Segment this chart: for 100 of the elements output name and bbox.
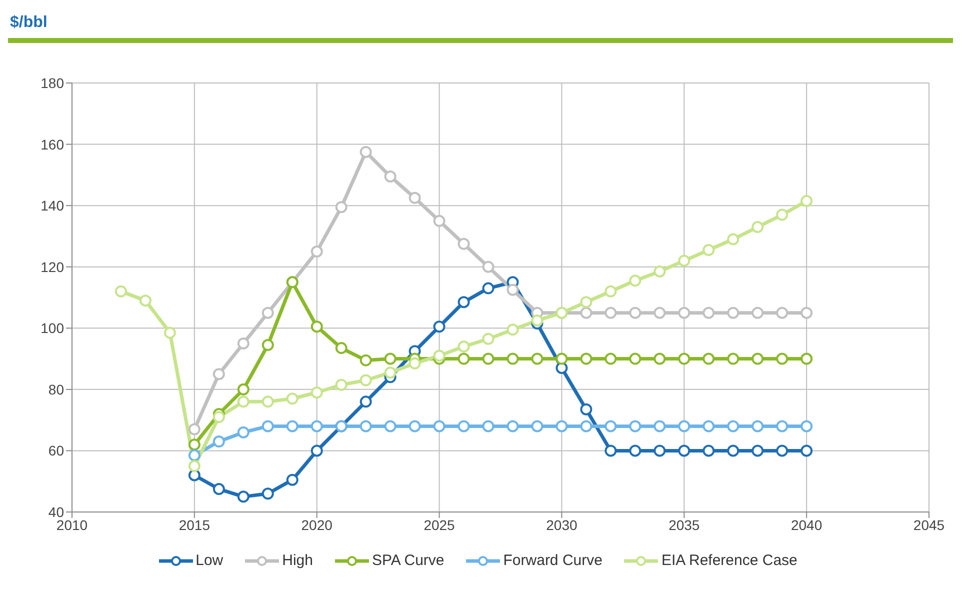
point (482, 352, 494, 365)
point (482, 260, 494, 273)
x-tick-label: 2020 (301, 516, 333, 533)
point (702, 420, 715, 432)
point (776, 306, 788, 319)
point (212, 436, 225, 448)
point (752, 420, 764, 432)
chart-title: $/bbl (9, 13, 48, 33)
point (800, 194, 813, 207)
point (335, 378, 348, 391)
point (237, 490, 250, 503)
point (286, 392, 298, 405)
point (360, 420, 372, 432)
legend-label: Low (196, 552, 224, 569)
point (604, 420, 617, 432)
point (678, 306, 690, 319)
point (458, 296, 470, 308)
point (384, 352, 396, 365)
point (678, 420, 690, 432)
point (800, 352, 813, 365)
point (408, 420, 421, 432)
point (433, 320, 446, 333)
x-tick-label: 2040 (790, 516, 822, 533)
point (752, 352, 764, 365)
point (237, 383, 250, 396)
point (556, 352, 568, 365)
point (604, 352, 617, 365)
point (752, 444, 764, 457)
x-tick-label: 2045 (913, 516, 945, 533)
point (580, 306, 592, 319)
point (458, 238, 470, 250)
point (727, 233, 740, 246)
point (678, 352, 690, 365)
point (776, 420, 788, 432)
point (654, 420, 666, 432)
point (702, 352, 715, 365)
point (727, 444, 740, 457)
point (629, 274, 642, 287)
point (433, 214, 446, 227)
point (433, 350, 446, 362)
point (335, 201, 348, 214)
point (310, 246, 323, 258)
point (360, 146, 372, 158)
legend-label: EIA Reference Case (661, 552, 798, 569)
y-tick-label: 160 (40, 136, 64, 152)
point (654, 444, 666, 457)
point (654, 352, 666, 365)
point (678, 254, 690, 267)
point (262, 306, 274, 319)
point (188, 449, 200, 462)
point (506, 420, 519, 432)
point (237, 337, 250, 350)
point (556, 420, 568, 432)
point (506, 324, 519, 336)
point (286, 420, 298, 432)
point (310, 444, 323, 457)
point (335, 342, 348, 354)
point (212, 483, 225, 496)
point (237, 426, 250, 438)
point (262, 396, 274, 408)
x-tick-label: 2035 (668, 516, 700, 533)
y-tick-label: 80 (48, 381, 64, 398)
point (384, 366, 396, 379)
legend-label: High (282, 552, 313, 569)
point (262, 338, 274, 351)
y-tick-label: 100 (40, 320, 64, 336)
point (702, 306, 715, 319)
point (531, 314, 544, 326)
point (580, 420, 592, 432)
point (702, 244, 715, 256)
point (629, 352, 642, 365)
point (727, 352, 740, 365)
point (604, 444, 617, 457)
point (800, 306, 813, 319)
y-tick-label: 120 (40, 258, 64, 275)
point (310, 420, 323, 432)
point (212, 411, 225, 424)
point (212, 368, 225, 380)
y-tick-label: 60 (48, 442, 64, 459)
point (604, 306, 617, 319)
point (114, 285, 127, 298)
point (458, 420, 470, 432)
point (580, 296, 592, 308)
point (580, 352, 592, 365)
point (580, 403, 592, 416)
point (604, 285, 617, 298)
point (531, 420, 544, 432)
point (164, 326, 176, 339)
point (654, 306, 666, 319)
point (262, 488, 274, 500)
point (310, 386, 323, 398)
point (433, 420, 446, 432)
point (752, 221, 764, 234)
y-tick-label: 140 (40, 198, 64, 214)
point (188, 460, 200, 472)
point (629, 306, 642, 319)
point (629, 444, 642, 457)
point (482, 332, 494, 345)
point (482, 420, 494, 432)
point (506, 284, 519, 296)
